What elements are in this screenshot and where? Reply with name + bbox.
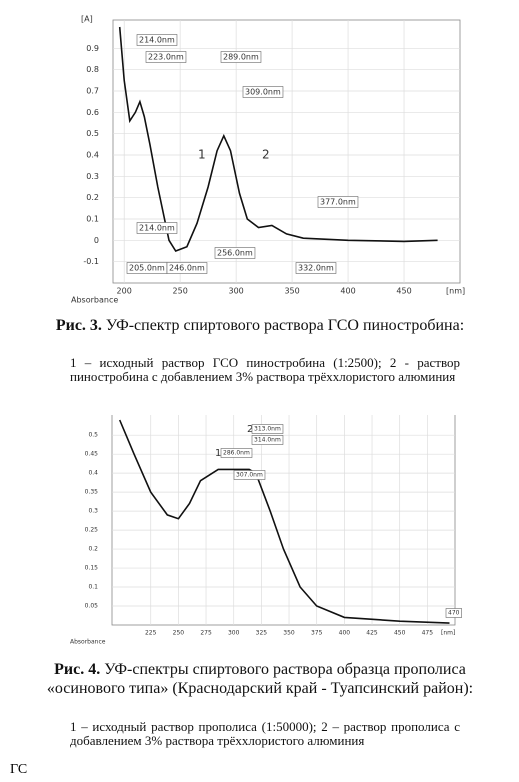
annotation-box — [233, 470, 266, 480]
annotation-box — [136, 222, 178, 234]
caption-label: Рис. 3. — [55, 317, 102, 334]
spectrum-line — [118, 26, 438, 252]
y-tick-label: 0.4 — [86, 151, 99, 160]
y-tick-label: 0.15 — [85, 565, 99, 572]
peak-annotation: 2 — [247, 424, 253, 435]
y-unit: [A] — [81, 15, 93, 24]
chart: 0.05 0.1 0.15 0.2 0.25 0.3 0.35 0.4 0.45 0.5 225 25… — [70, 415, 462, 646]
peak-annotation: 377.0nm — [320, 198, 356, 207]
y-tick-label: 0.3 — [86, 172, 99, 181]
peak-annotation: 1 — [198, 148, 206, 162]
annotation-box — [166, 262, 208, 274]
plot-frame — [112, 19, 461, 284]
caption-legend: 1 – исходный раствор ГСО пиностробина (1… — [70, 355, 460, 384]
y-tick-label: 0 — [94, 236, 99, 245]
annotation-box — [214, 247, 256, 259]
y-unit: [A] — [80, 415, 89, 416]
x-tick-label: 250 — [173, 287, 188, 296]
y-tick-label: -0.1 — [83, 257, 99, 266]
y-tick-label: 0.4 — [88, 470, 98, 477]
x-unit: [nm] — [441, 630, 455, 637]
x-tick-label: 425 — [366, 630, 378, 637]
x-tick-label: 400 — [339, 630, 351, 637]
y-tick-label: 0.25 — [85, 527, 99, 534]
peak-annotation: 256.0nm — [217, 249, 253, 258]
page-footer: ГС — [10, 762, 28, 777]
caption-heading: УФ-спектры спиртового раствора образца п… — [46, 661, 474, 697]
x-unit: [nm] — [446, 287, 465, 296]
peak-annotation: 223.0nm — [148, 53, 184, 62]
caption-heading: УФ-спектр спиртового раствора ГСО пиност… — [105, 317, 465, 334]
peak-annotation: 1 — [215, 448, 221, 459]
y-tick-label: 0.8 — [86, 65, 99, 74]
y-tick-label: 0.1 — [88, 584, 98, 591]
y-tick-label: 0.3 — [88, 508, 98, 515]
annotation-box — [295, 262, 337, 274]
peak-annotation: 214.0nm — [139, 224, 175, 233]
plot-frame — [111, 415, 456, 626]
y-tick-label: 0.45 — [85, 451, 99, 458]
annotation-box — [445, 608, 462, 618]
x-tick-label: 350 — [284, 287, 299, 296]
caption-legend: 1 – исходный раствор прополиса (1:50000)… — [70, 719, 460, 748]
caption-title: Рис. 4. УФ-спектры спиртового раствора о… — [40, 660, 480, 698]
peak-annotation: 2 — [262, 148, 270, 162]
annotation-box — [317, 196, 359, 208]
peak-annotation: 314.0nm — [254, 437, 281, 444]
annotation-box — [220, 51, 262, 63]
annotation-box — [145, 51, 187, 63]
annotation-box — [251, 435, 284, 445]
y-tick-label: 0.5 — [86, 129, 99, 138]
x-tick-label: 350 — [283, 630, 295, 637]
y-tick-label: 0.9 — [86, 44, 99, 53]
annotation-box — [242, 86, 284, 98]
peak-annotation: 309.0nm — [245, 88, 281, 97]
annotation-box — [220, 448, 253, 458]
x-tick-label: 300 — [228, 630, 240, 637]
y-tick-label: 0.7 — [86, 87, 99, 96]
caption-label: Рис. 4. — [54, 661, 101, 678]
caption-title: Рис. 3. УФ-спектр спиртового раствора ГС… — [40, 316, 480, 335]
peak-annotation: 470 — [448, 610, 460, 617]
x-tick-label: 375 — [311, 630, 323, 637]
peak-annotation: 205.0nm — [129, 264, 165, 273]
peak-annotation: 332.0nm — [298, 264, 334, 273]
annotation-box — [136, 34, 178, 46]
x-tick-label: 300 — [228, 287, 243, 296]
x-axis-label: Absorbance — [70, 639, 106, 646]
x-axis-label: Absorbance — [71, 296, 118, 305]
x-tick-label: 325 — [256, 630, 268, 637]
y-tick-label: 0.1 — [86, 215, 99, 224]
spectrum-line — [118, 419, 450, 624]
x-tick-label: 275 — [200, 630, 212, 637]
y-tick-label: 0.05 — [85, 603, 99, 610]
annotation-box — [251, 424, 284, 434]
peak-annotation: 313.0nm — [254, 426, 281, 433]
x-tick-label: 475 — [422, 630, 434, 637]
y-tick-label: 0.35 — [85, 489, 99, 496]
peak-annotation: 289.0nm — [223, 53, 259, 62]
x-tick-label: 450 — [394, 630, 406, 637]
peak-annotation: 307.0nm — [236, 472, 263, 479]
chart: -0.1 0 0.1 0.2 0.3 0.4 0.5 0.6 0.7 0.8 0.9 200 250 30… — [71, 15, 465, 305]
x-tick-label: 200 — [117, 287, 132, 296]
y-tick-label: 0.6 — [86, 108, 99, 117]
y-tick-label: 0.5 — [88, 432, 98, 439]
peak-annotation: 246.0nm — [169, 264, 205, 273]
x-tick-label: 250 — [173, 630, 185, 637]
x-tick-label: 225 — [145, 630, 157, 637]
x-tick-label: 450 — [396, 287, 411, 296]
x-tick-label: 400 — [340, 287, 355, 296]
peak-annotation: 286.0nm — [223, 450, 250, 457]
peak-annotation: 214.0nm — [139, 36, 175, 45]
y-tick-label: 0.2 — [86, 193, 99, 202]
y-tick-label: 0.2 — [88, 546, 98, 553]
